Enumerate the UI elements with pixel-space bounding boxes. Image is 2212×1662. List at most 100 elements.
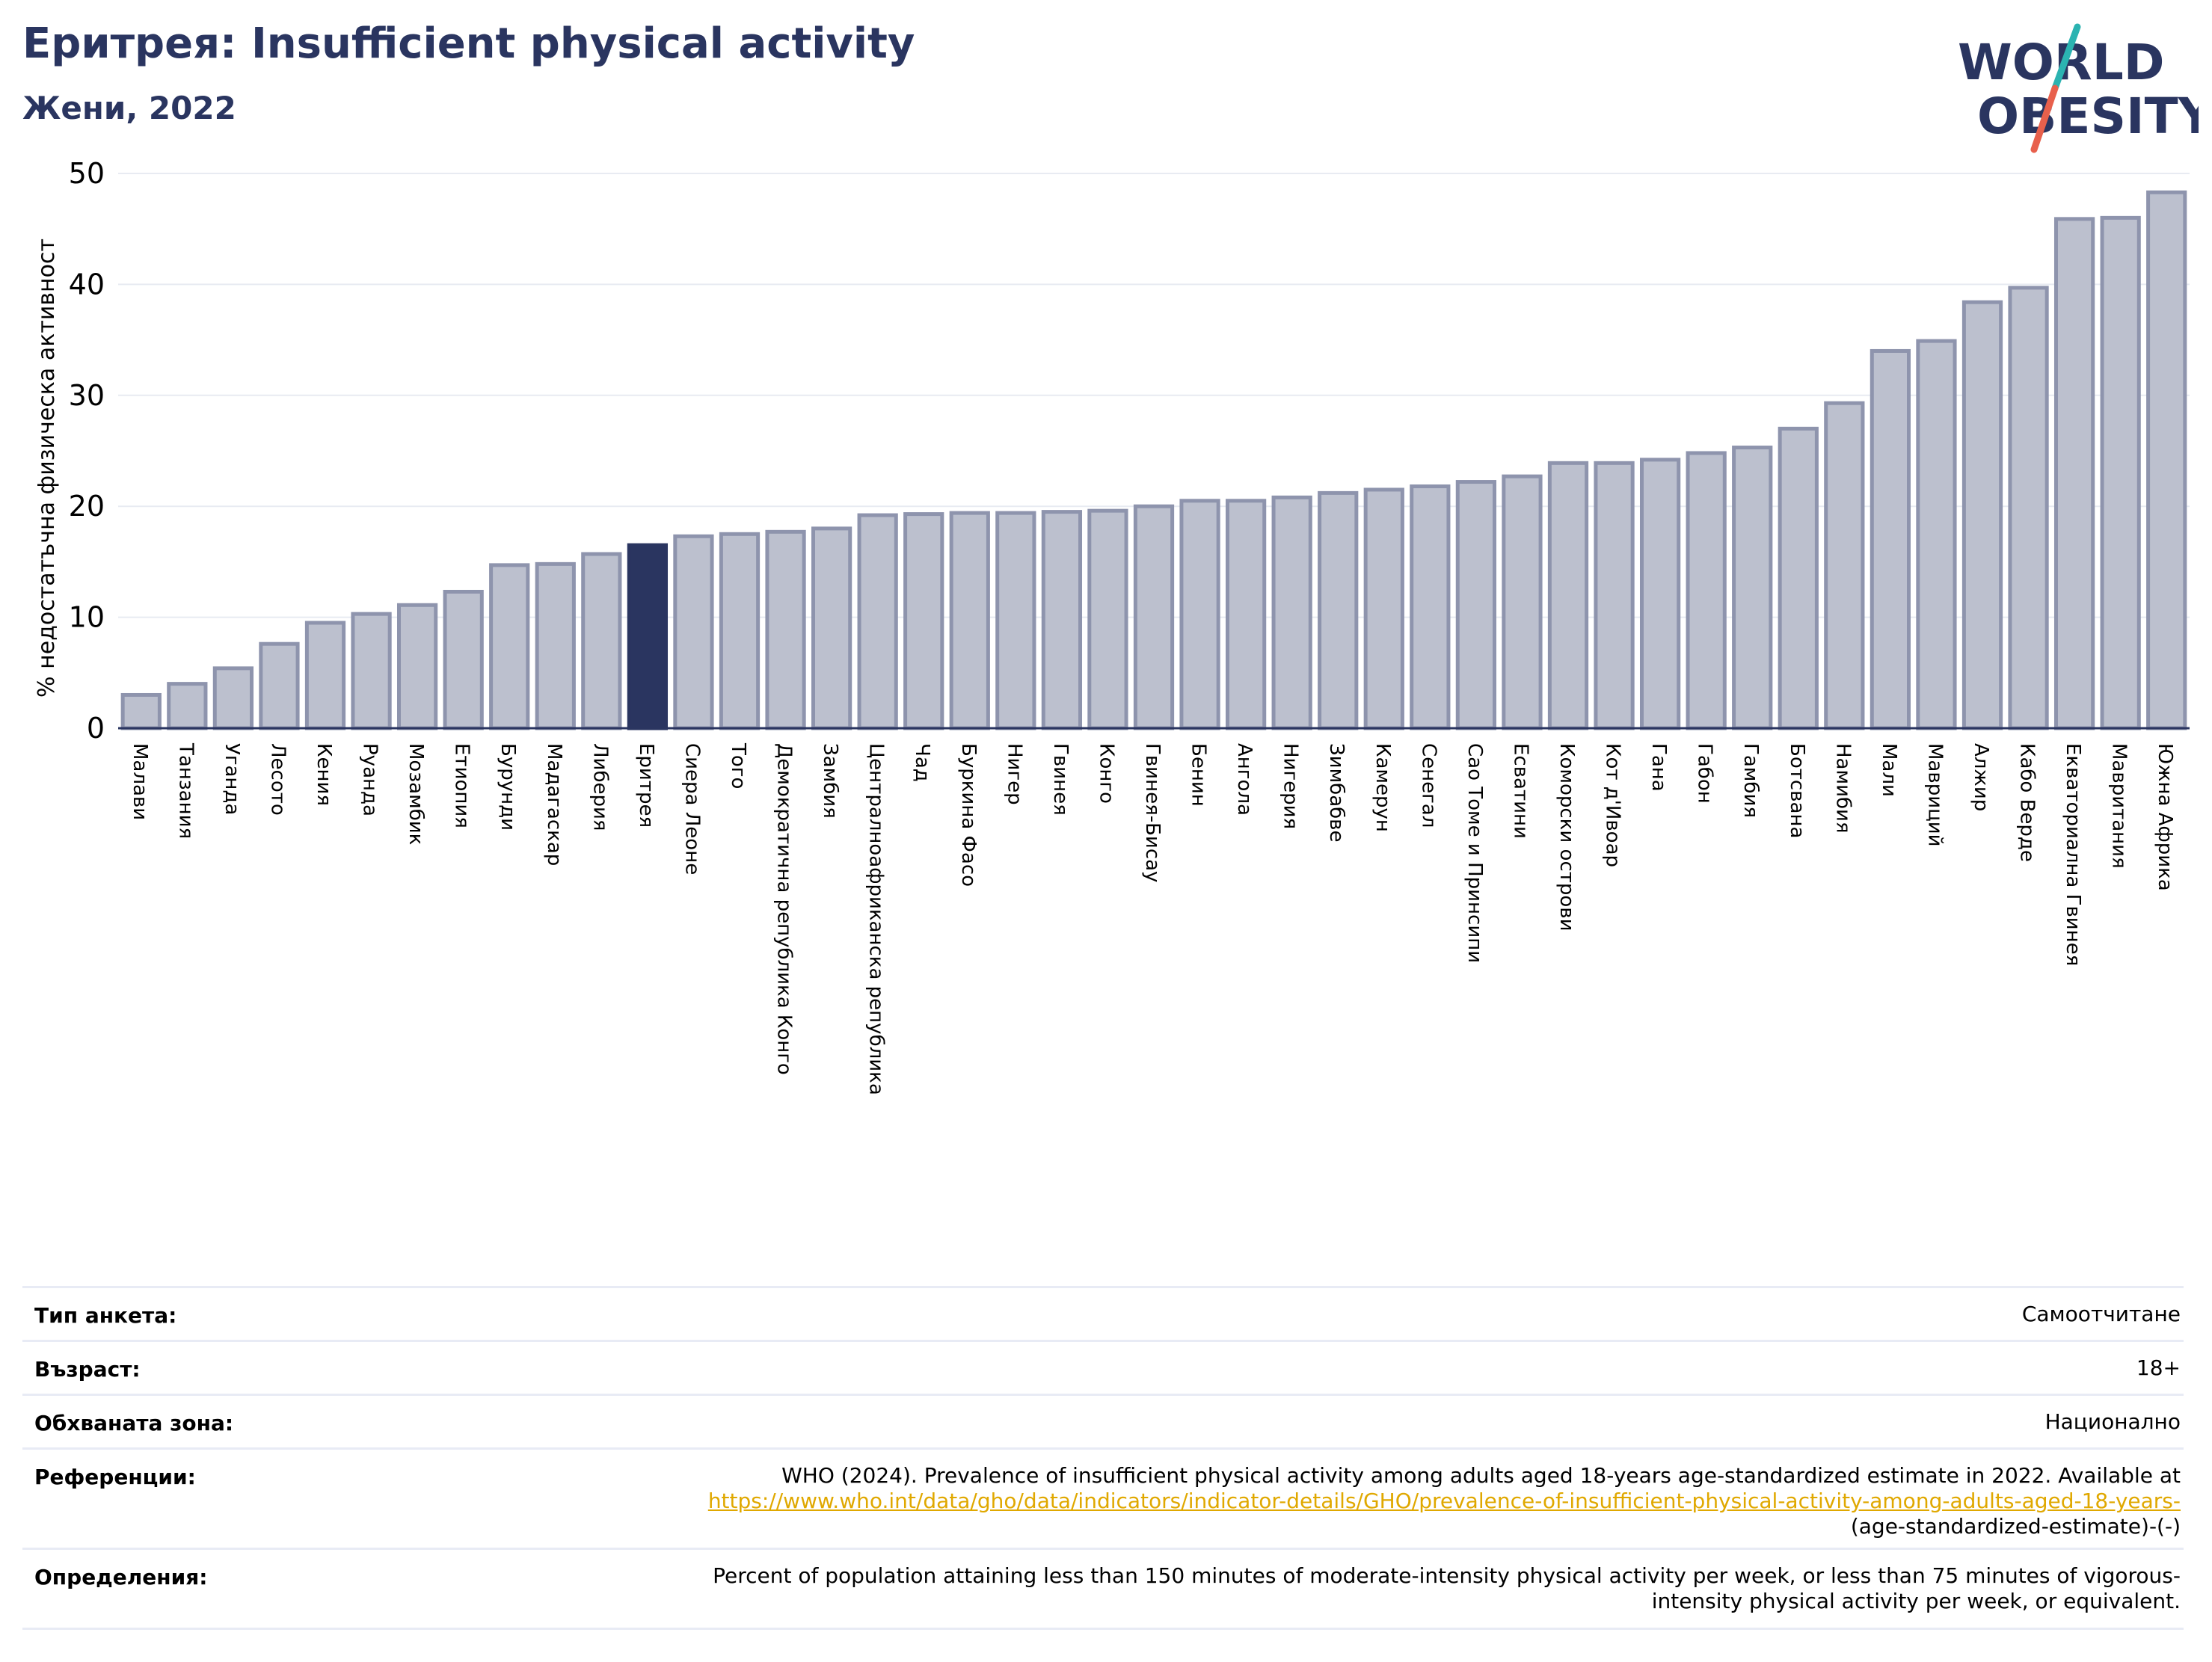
x-tick-label: Уганда	[221, 743, 243, 815]
bar	[1225, 499, 1267, 730]
x-tick-label: Камерун	[1371, 743, 1394, 832]
x-tick-label: Малави	[129, 743, 151, 820]
meta-value: Самоотчитане	[2021, 1302, 2181, 1326]
x-tick-label: Габон	[1694, 743, 1716, 804]
y-tick-label: 50	[69, 157, 105, 190]
x-tick-label: Кения	[313, 743, 335, 806]
meta-label: Определения:	[34, 1565, 208, 1589]
bar	[581, 552, 622, 730]
x-tick-label: Бенин	[1188, 743, 1210, 807]
bar	[1363, 487, 1404, 730]
bar	[811, 526, 852, 730]
x-tick-label: Гана	[1647, 743, 1670, 792]
x-tick-label: Мавритания	[2108, 743, 2130, 869]
x-tick-label: Мали	[1878, 743, 1900, 797]
references-text: WHO (2024). Prevalence of insufficient p…	[461, 1463, 2181, 1539]
bars	[120, 190, 2187, 730]
bar	[212, 666, 254, 730]
y-axis-label: % недостатъчна физическа активност	[34, 238, 60, 698]
bar	[1732, 446, 1773, 730]
bar	[2146, 190, 2187, 730]
bar	[167, 682, 208, 730]
bar	[995, 511, 1036, 730]
bar	[535, 561, 576, 730]
bar	[2008, 286, 2049, 730]
logo-slash-bottom	[2030, 84, 2059, 153]
definitions-line-2: intensity physical activity per week, or…	[1651, 1589, 2181, 1613]
x-tick-label: Есватини	[1509, 743, 1531, 839]
y-tick-label: 30	[69, 379, 105, 412]
x-tick-label: Демократична република Конго	[773, 743, 796, 1075]
bar	[949, 511, 990, 730]
x-tick-label: Южна Африка	[2154, 743, 2176, 891]
definitions-text: Percent of population attaining less tha…	[461, 1563, 2181, 1614]
bar	[1594, 461, 1635, 730]
bar	[1087, 508, 1128, 730]
x-tick-label: Коморски острови	[1555, 743, 1578, 932]
y-tick-label: 10	[69, 601, 105, 634]
meta-label: Възраст:	[34, 1357, 141, 1382]
x-tick-label: Гвинея-Бисау	[1141, 743, 1164, 882]
bar	[1870, 348, 1911, 730]
chart-subtitle: Жени, 2022	[22, 90, 236, 126]
bar	[1547, 461, 1589, 730]
meta-row-references: Референции: WHO (2024). Prevalence of in…	[22, 1447, 2184, 1550]
logo-text-obesity: OBESITY	[1977, 87, 2199, 145]
y-tick-label: 20	[69, 490, 105, 523]
definitions-line-1: Percent of population attaining less tha…	[713, 1563, 2181, 1588]
x-tick-label: Замбия	[819, 743, 841, 819]
x-tick-label: Конго	[1095, 743, 1117, 804]
references-link[interactable]: https://www.who.int/data/gho/data/indica…	[707, 1489, 2181, 1513]
bar	[1686, 451, 1727, 730]
x-tick-label: Мавриций	[1923, 743, 1946, 847]
references-line-3: (age-standardized-estimate)-(-)	[1850, 1514, 2181, 1539]
x-tick-label: Гвинея	[1049, 743, 1072, 816]
bar	[1133, 504, 1175, 730]
bar-highlighted	[627, 543, 669, 730]
x-tick-label: Централноафриканска република	[865, 743, 888, 1095]
x-tick-label: Еритрея	[635, 743, 657, 828]
meta-value: 18+	[2136, 1355, 2181, 1380]
x-tick-label: Сиера Леоне	[681, 743, 703, 875]
bar	[1502, 474, 1543, 730]
meta-row-survey-type: Тип анкета: Самоотчитане	[22, 1286, 2184, 1342]
meta-value: Национално	[2044, 1409, 2181, 1434]
bar	[2100, 215, 2141, 730]
x-tick-label: Того	[727, 742, 749, 789]
x-tick-label: Мозамбик	[405, 743, 427, 845]
x-tick-labels: Малави Танзания Уганда Лесото Кения Руанда Моз…	[129, 742, 2176, 1095]
x-tick-label: Етиопия	[451, 743, 473, 828]
x-tick-label: Буркина Фасо	[957, 743, 980, 887]
bar	[396, 603, 438, 730]
meta-row-definitions: Определения: Percent of population attai…	[22, 1548, 2184, 1630]
x-tick-label: Ангола	[1233, 743, 1256, 816]
x-tick-label: Кабо Верде	[2016, 743, 2039, 862]
bar	[1318, 490, 1359, 730]
bar	[2053, 217, 2095, 730]
x-tick-label: Ботсвана	[1786, 743, 1808, 838]
x-tick-label: Сенегал	[1417, 743, 1440, 828]
bar	[1916, 339, 1957, 730]
x-tick-label: Нигерия	[1279, 743, 1302, 829]
x-tick-label: Либерия	[589, 743, 611, 831]
bar	[1961, 300, 2003, 730]
meta-label: Референции:	[34, 1465, 196, 1489]
bar	[304, 621, 346, 730]
y-tick-label: 40	[69, 268, 105, 301]
x-tick-label: Кот д'Ивоар	[1602, 743, 1624, 867]
bar	[443, 589, 484, 730]
x-tick-label: Лесото	[266, 743, 289, 816]
x-tick-label: Зимбабве	[1325, 743, 1348, 843]
bar	[1041, 510, 1083, 730]
x-tick-label: Чад	[911, 743, 933, 782]
bar	[351, 612, 392, 730]
x-tick-label: Гамбия	[1739, 743, 1762, 818]
x-tick-label: Сао Томе и Принсипи	[1463, 743, 1486, 963]
x-tick-label: Танзания	[174, 742, 197, 839]
x-tick-label: Бурунди	[497, 743, 519, 831]
meta-row-age: Възраст: 18+	[22, 1340, 2184, 1396]
bar	[120, 692, 162, 730]
x-tick-label: Нигер	[1003, 743, 1025, 805]
bar	[1639, 458, 1681, 730]
y-tick-label: 0	[87, 712, 105, 745]
